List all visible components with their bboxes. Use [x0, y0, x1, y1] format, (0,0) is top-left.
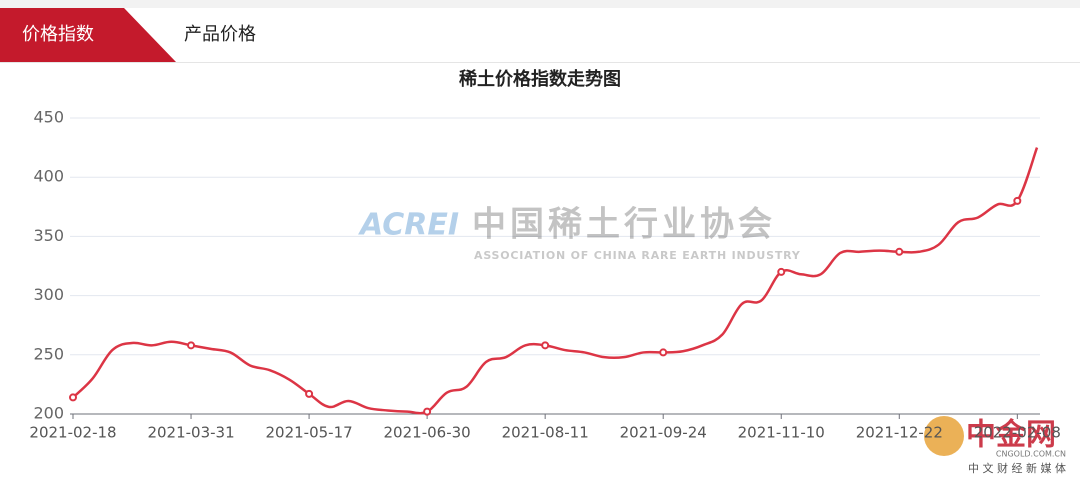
point-marker	[69, 393, 77, 402]
tab-bar: 价格指数 产品价格	[0, 8, 1080, 63]
point-marker	[659, 348, 668, 357]
watermark-name: 中国稀土行业协会	[472, 205, 776, 245]
point-marker	[777, 267, 786, 276]
x-tick-label: 2021-11-10	[738, 424, 825, 442]
y-tick-label: 350	[33, 226, 64, 245]
y-tick-label: 250	[33, 344, 64, 363]
x-tick-label: 2022-02-08	[974, 424, 1061, 442]
y-tick-label: 400	[33, 167, 64, 186]
badge-name: 中金网	[966, 418, 1056, 453]
top-strip	[0, 0, 1080, 8]
point-marker	[541, 341, 550, 350]
watermark-logo: ACREI	[358, 208, 459, 243]
point-marker	[305, 389, 314, 398]
x-tick-label: 2021-12-22	[856, 424, 943, 442]
point-marker	[1013, 196, 1022, 205]
badge-domain: CNGOLD.COM.CN	[996, 450, 1066, 459]
badge: 中金网 CNGOLD.COM.CN 中 文 财 经 新 媒 体	[924, 416, 1066, 475]
x-tick-label: 2021-05-17	[265, 424, 352, 442]
x-tick-label: 2021-03-31	[147, 424, 234, 442]
line	[72, 147, 1039, 415]
badge-slogan: 中 文 财 经 新 媒 体	[968, 461, 1066, 475]
tab[interactable]: 产品价格	[184, 24, 256, 45]
x-tick-label: 2021-08-11	[502, 424, 589, 442]
x-tick-label: 2021-06-30	[384, 424, 471, 442]
badge-icon	[924, 416, 964, 456]
point-marker	[187, 341, 196, 350]
point-marker	[895, 247, 904, 256]
x-tick-label: 2021-09-24	[620, 424, 707, 442]
watermark: ACREI 中国稀土行业协会 ASSOCIATION OF CHINA RARE…	[358, 205, 801, 263]
chart-title: 稀土价格指数走势图	[459, 68, 621, 90]
x-tick-label: 2021-02-18	[29, 424, 116, 442]
y-tick-label: 450	[33, 108, 64, 127]
tab-active[interactable]: 价格指数	[0, 8, 176, 62]
point-marker	[423, 407, 432, 416]
watermark-english: ASSOCIATION OF CHINA RARE EARTH INDUSTRY	[474, 249, 801, 262]
y-tick-label: 200	[33, 404, 64, 423]
y-tick-label: 300	[33, 285, 64, 304]
